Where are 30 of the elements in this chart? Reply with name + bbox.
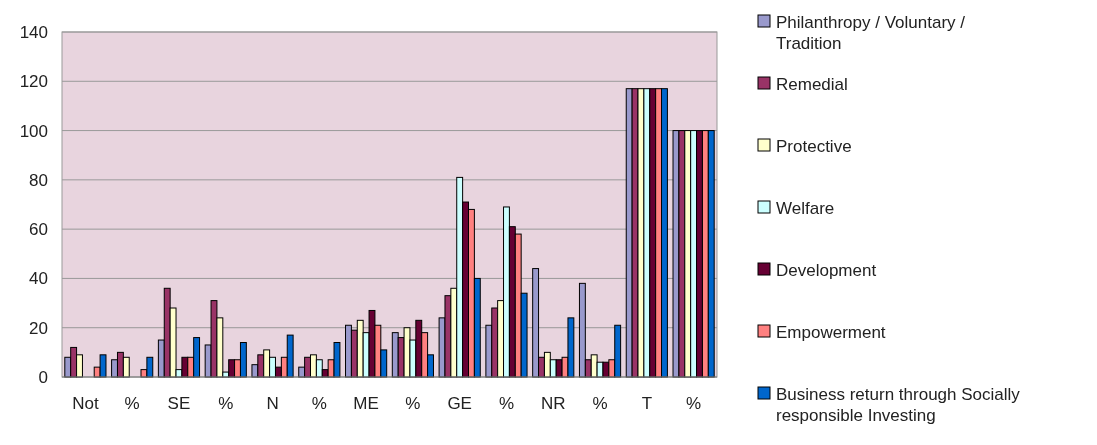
x-tick-label: %	[405, 394, 421, 413]
x-tick-label: %	[124, 394, 140, 413]
x-tick-label: %	[311, 394, 327, 413]
y-tick-label: 120	[19, 72, 48, 92]
x-tick-label: %	[498, 394, 515, 413]
x-tick-label: GE	[447, 394, 472, 413]
x-tick-label: T	[641, 394, 653, 413]
x-tick-label: N	[266, 394, 279, 413]
legend-label: Remedial	[776, 75, 848, 95]
y-tick-label: 20	[29, 318, 48, 338]
x-tick-label: ME	[353, 394, 379, 413]
x-tick-label: %	[686, 394, 702, 413]
x-tick-label: Not	[72, 394, 99, 413]
legend-label: Empowerment	[776, 323, 886, 343]
legend-label: Business return through Socially responsible Investing	[776, 385, 1021, 426]
y-tick-label: 60	[29, 220, 48, 240]
x-tick-label: %	[592, 394, 608, 413]
bar	[532, 268, 540, 378]
x-tick-label: SE	[167, 394, 191, 413]
y-tick-label: 0	[38, 367, 48, 387]
legend-label: Development	[776, 261, 877, 281]
x-tick-label: NR	[540, 394, 566, 413]
legend-label: Philanthropy / Voluntary / Tradition	[776, 13, 966, 54]
y-tick-label: 80	[29, 170, 48, 190]
legend-label: Welfare	[776, 199, 835, 219]
y-tick-label: 140	[19, 22, 48, 42]
x-tick-label: %	[218, 394, 234, 413]
legend-label: Protective	[776, 137, 852, 157]
y-tick-label: 100	[19, 121, 48, 141]
y-tick-label: 40	[29, 269, 48, 289]
